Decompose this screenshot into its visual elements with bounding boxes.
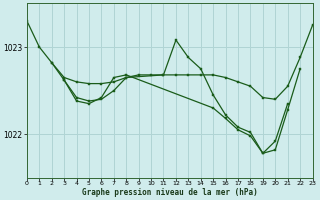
X-axis label: Graphe pression niveau de la mer (hPa): Graphe pression niveau de la mer (hPa) [82, 188, 258, 197]
